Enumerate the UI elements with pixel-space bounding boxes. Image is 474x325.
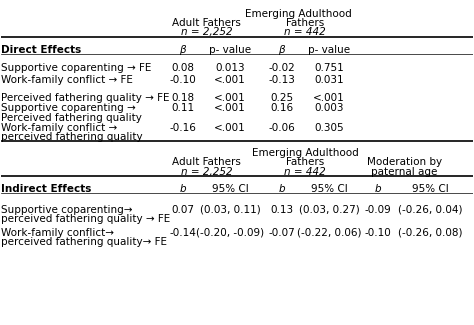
Text: b: b <box>278 184 285 194</box>
Text: 95% CI: 95% CI <box>310 184 347 194</box>
Text: 0.25: 0.25 <box>270 93 293 103</box>
Text: Perceived fathering quality: Perceived fathering quality <box>1 112 142 123</box>
Text: b: b <box>180 184 186 194</box>
Text: Supportive coparenting → FE: Supportive coparenting → FE <box>1 63 152 73</box>
Text: -0.07: -0.07 <box>268 227 295 238</box>
Text: <.001: <.001 <box>214 74 246 84</box>
Text: 0.07: 0.07 <box>171 205 194 214</box>
Text: Fathers: Fathers <box>286 18 324 28</box>
Text: -0.10: -0.10 <box>169 74 196 84</box>
Text: Direct Effects: Direct Effects <box>1 45 82 55</box>
Text: Adult Fathers: Adult Fathers <box>172 18 241 28</box>
Text: Work-family conflict→: Work-family conflict→ <box>1 227 114 238</box>
Text: -0.06: -0.06 <box>268 123 295 133</box>
Text: b: b <box>375 184 382 194</box>
Text: β: β <box>180 45 186 55</box>
Text: (-0.26, 0.08): (-0.26, 0.08) <box>398 227 463 238</box>
Text: (-0.20, -0.09): (-0.20, -0.09) <box>196 227 264 238</box>
Text: 0.031: 0.031 <box>314 74 344 84</box>
Text: Perceived fathering quality → FE: Perceived fathering quality → FE <box>1 93 170 103</box>
Text: n = 2,252: n = 2,252 <box>181 27 232 37</box>
Text: (-0.26, 0.04): (-0.26, 0.04) <box>398 205 463 214</box>
Text: n = 442: n = 442 <box>284 27 326 37</box>
Text: perceived fathering quality → FE: perceived fathering quality → FE <box>1 214 171 224</box>
Text: 0.16: 0.16 <box>270 103 293 113</box>
Text: Work-family conflict → FE: Work-family conflict → FE <box>1 74 133 84</box>
Text: p- value: p- value <box>209 45 251 55</box>
Text: Work-family conflict →: Work-family conflict → <box>1 123 118 133</box>
Text: <.001: <.001 <box>313 93 345 103</box>
Text: paternal age: paternal age <box>371 167 438 177</box>
Text: 0.003: 0.003 <box>314 103 344 113</box>
Text: 0.13: 0.13 <box>270 205 293 214</box>
Text: -0.14: -0.14 <box>169 227 196 238</box>
Text: β: β <box>278 45 285 55</box>
Text: -0.10: -0.10 <box>365 227 392 238</box>
Text: -0.16: -0.16 <box>169 123 196 133</box>
Text: (0.03, 0.11): (0.03, 0.11) <box>200 205 260 214</box>
Text: (0.03, 0.27): (0.03, 0.27) <box>299 205 359 214</box>
Text: Supportive coparenting →: Supportive coparenting → <box>1 103 136 113</box>
Text: Adult Fathers: Adult Fathers <box>172 157 241 167</box>
Text: perceived fathering quality→ FE: perceived fathering quality→ FE <box>1 237 167 247</box>
Text: 0.08: 0.08 <box>171 63 194 73</box>
Text: Emerging Adulthood: Emerging Adulthood <box>252 148 359 158</box>
Text: 0.751: 0.751 <box>314 63 344 73</box>
Text: <.001: <.001 <box>214 123 246 133</box>
Text: -0.13: -0.13 <box>268 74 295 84</box>
Text: (-0.22, 0.06): (-0.22, 0.06) <box>297 227 361 238</box>
Text: 95% CI: 95% CI <box>211 184 248 194</box>
Text: -0.02: -0.02 <box>268 63 295 73</box>
Text: Moderation by: Moderation by <box>367 157 442 167</box>
Text: perceived fathering quality: perceived fathering quality <box>1 132 143 142</box>
Text: 0.18: 0.18 <box>171 93 194 103</box>
Text: n = 2,252: n = 2,252 <box>181 167 232 177</box>
Text: 0.013: 0.013 <box>215 63 245 73</box>
Text: n = 442: n = 442 <box>284 167 326 177</box>
Text: 0.305: 0.305 <box>314 123 344 133</box>
Text: Emerging Adulthood: Emerging Adulthood <box>245 9 352 19</box>
Text: <.001: <.001 <box>214 93 246 103</box>
Text: 95% CI: 95% CI <box>412 184 448 194</box>
Text: p- value: p- value <box>308 45 350 55</box>
Text: -0.09: -0.09 <box>365 205 392 214</box>
Text: Indirect Effects: Indirect Effects <box>1 184 92 194</box>
Text: Fathers: Fathers <box>286 157 324 167</box>
Text: <.001: <.001 <box>214 103 246 113</box>
Text: Supportive coparenting→: Supportive coparenting→ <box>1 205 133 214</box>
Text: 0.11: 0.11 <box>171 103 194 113</box>
